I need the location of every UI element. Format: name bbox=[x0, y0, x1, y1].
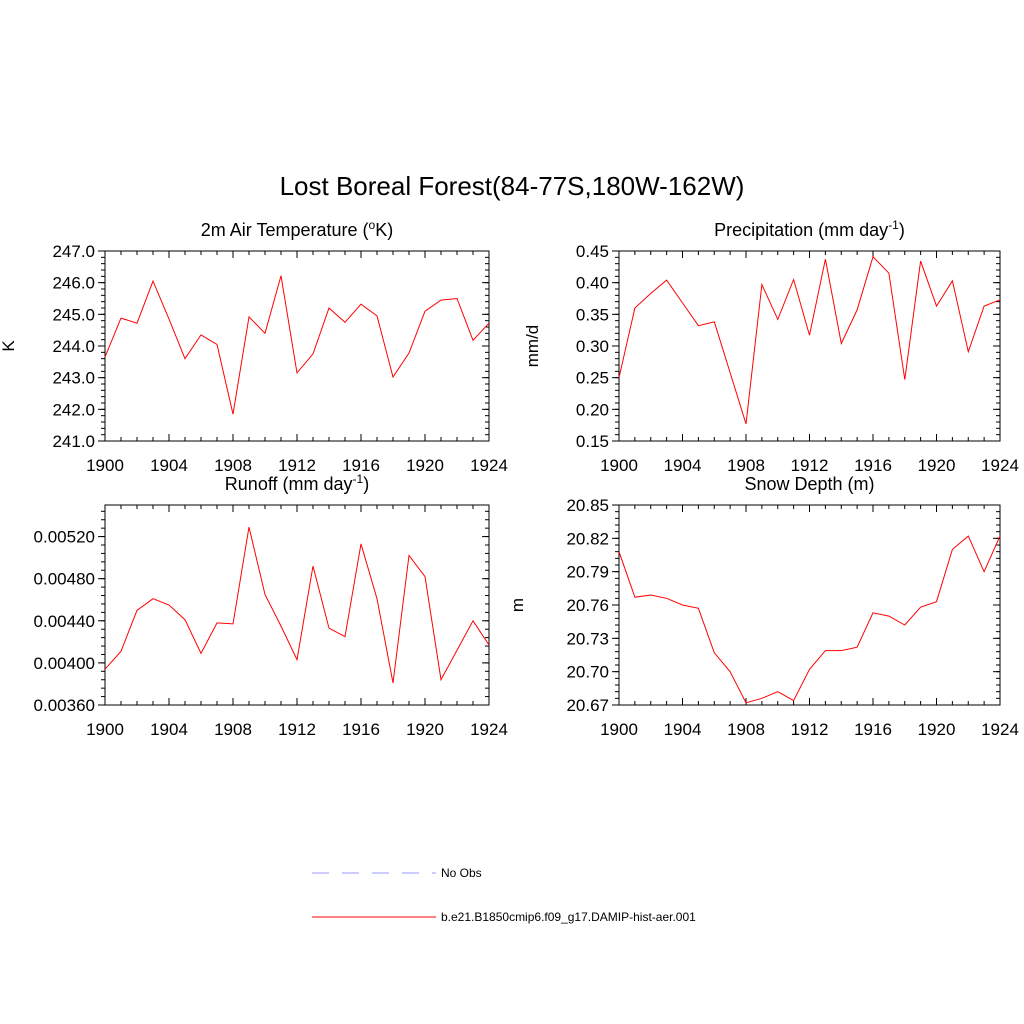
panel-temperature: 1900 1904 1908 1912 1916 1920 1924 241.0 242.0 24… bbox=[0, 218, 508, 475]
x-tick-label-temperature: 1924 bbox=[470, 456, 508, 475]
y-tick-label-precipitation: 0.45 bbox=[576, 242, 609, 261]
x-tick-label-precipitation: 1900 bbox=[600, 456, 638, 475]
y-tick-label-temperature: 244.0 bbox=[52, 337, 95, 356]
series-line-precipitation bbox=[618, 255, 1001, 425]
panel-title-tail: ) bbox=[899, 220, 905, 240]
x-tick-label-temperature: 1916 bbox=[342, 456, 380, 475]
legend: No Obs b.e21.B1850cmip6.f09_g17.DAMIP-hi… bbox=[312, 866, 696, 924]
y-tick-label-temperature: 242.0 bbox=[52, 400, 95, 419]
legend-label-no-obs: No Obs bbox=[441, 866, 482, 880]
x-tick-label-runoff: 1908 bbox=[214, 720, 252, 739]
x-tick-label-snow-depth: 1916 bbox=[854, 720, 892, 739]
y-tick-label-snow-depth: 20.82 bbox=[566, 529, 609, 548]
y-tick-label-temperature: 241.0 bbox=[52, 432, 95, 451]
x-tick-label-precipitation: 1916 bbox=[854, 456, 892, 475]
y-tick-label-precipitation: 0.40 bbox=[576, 274, 609, 293]
y-tick-label-runoff: 0.00440 bbox=[34, 612, 95, 631]
x-tick-label-temperature: 1908 bbox=[214, 456, 252, 475]
x-tick-label-snow-depth: 1900 bbox=[600, 720, 638, 739]
panel-title-superscript: -1 bbox=[353, 472, 364, 486]
panel-title-superscript: -1 bbox=[888, 218, 899, 232]
panel-title-superscript: o bbox=[369, 218, 376, 232]
panels: 1900 1904 1908 1912 1916 1920 1924 241.0 242.0 24… bbox=[0, 218, 1019, 739]
x-tick-label-temperature: 1900 bbox=[86, 456, 124, 475]
y-tick-label-precipitation: 0.25 bbox=[576, 369, 609, 388]
panel-precipitation: 1900 1904 1908 1912 1916 1920 1924 0.15 0.20 0.25… bbox=[523, 218, 1019, 475]
y-tick-label-precipitation: 0.15 bbox=[576, 432, 609, 451]
plot-frame-temperature bbox=[104, 250, 490, 442]
y-tick-label-snow-depth: 20.73 bbox=[566, 629, 609, 648]
x-tick-label-temperature: 1920 bbox=[406, 456, 444, 475]
x-tick-label-runoff: 1912 bbox=[278, 720, 316, 739]
x-tick-label-snow-depth: 1908 bbox=[727, 720, 765, 739]
y-axis-label-temperature: K bbox=[0, 340, 18, 352]
x-tick-label-precipitation: 1912 bbox=[791, 456, 829, 475]
x-tick-label-runoff: 1916 bbox=[342, 720, 380, 739]
panel-title-temperature: 2m Air Temperature (oK) bbox=[201, 218, 393, 240]
panel-title-runoff: Runoff (mm day-1) bbox=[225, 472, 369, 494]
x-tick-label-runoff: 1920 bbox=[406, 720, 444, 739]
panel-title-main: Runoff (mm day bbox=[225, 474, 353, 494]
y-tick-label-runoff: 0.00520 bbox=[34, 528, 95, 547]
legend-label-model: b.e21.B1850cmip6.f09_g17.DAMIP-hist-aer.… bbox=[441, 910, 696, 924]
y-tick-label-runoff: 0.00360 bbox=[34, 696, 95, 715]
plot-frame-snow-depth bbox=[618, 504, 1001, 706]
panel-snow-depth: 1900 1904 1908 1912 1916 1920 1924 20.67 20.70 20… bbox=[508, 474, 1019, 739]
y-tick-label-runoff: 0.00480 bbox=[34, 570, 95, 589]
y-axis-label-precipitation: mm/d bbox=[523, 325, 542, 368]
x-tick-label-precipitation: 1924 bbox=[981, 456, 1019, 475]
x-tick-label-precipitation: 1908 bbox=[727, 456, 765, 475]
panel-title-tail: K) bbox=[375, 220, 393, 240]
panel-title-tail: ) bbox=[363, 474, 369, 494]
y-tick-label-temperature: 246.0 bbox=[52, 274, 95, 293]
plot-frame-precipitation bbox=[618, 250, 1001, 442]
x-tick-label-temperature: 1912 bbox=[278, 456, 316, 475]
y-axis-label-snow-depth: m bbox=[508, 598, 527, 612]
panel-title-main: 2m Air Temperature ( bbox=[201, 220, 369, 240]
series-line-snow-depth bbox=[618, 535, 1001, 704]
panel-title-main: Precipitation (mm day bbox=[714, 220, 888, 240]
y-tick-label-precipitation: 0.20 bbox=[576, 400, 609, 419]
y-tick-label-temperature: 243.0 bbox=[52, 369, 95, 388]
y-tick-label-snow-depth: 20.70 bbox=[566, 663, 609, 682]
x-tick-label-snow-depth: 1920 bbox=[918, 720, 956, 739]
plot-frame-runoff bbox=[104, 504, 490, 706]
x-tick-label-precipitation: 1904 bbox=[664, 456, 702, 475]
y-tick-label-temperature: 247.0 bbox=[52, 242, 95, 261]
panel-title-snow-depth: Snow Depth (m) bbox=[744, 474, 874, 494]
panel-runoff: 1900 1904 1908 1912 1916 1920 1924 0.00360 0.004… bbox=[34, 472, 508, 739]
x-tick-label-runoff: 1900 bbox=[86, 720, 124, 739]
x-tick-label-snow-depth: 1904 bbox=[664, 720, 702, 739]
y-tick-label-snow-depth: 20.79 bbox=[566, 563, 609, 582]
series-line-runoff bbox=[104, 526, 490, 683]
y-tick-label-snow-depth: 20.67 bbox=[566, 696, 609, 715]
panel-title-precipitation: Precipitation (mm day-1) bbox=[714, 218, 905, 240]
x-tick-label-runoff: 1904 bbox=[150, 720, 188, 739]
x-tick-label-snow-depth: 1912 bbox=[791, 720, 829, 739]
x-tick-label-snow-depth: 1924 bbox=[981, 720, 1019, 739]
panel-title-main: Snow Depth (m) bbox=[744, 474, 874, 494]
x-tick-label-runoff: 1924 bbox=[470, 720, 508, 739]
main-title: Lost Boreal Forest(84-77S,180W-162W) bbox=[280, 171, 745, 201]
y-tick-label-precipitation: 0.30 bbox=[576, 337, 609, 356]
x-tick-label-temperature: 1904 bbox=[150, 456, 188, 475]
x-tick-label-precipitation: 1920 bbox=[918, 456, 956, 475]
y-tick-label-snow-depth: 20.76 bbox=[566, 596, 609, 615]
y-tick-label-precipitation: 0.35 bbox=[576, 305, 609, 324]
y-tick-label-snow-depth: 20.85 bbox=[566, 496, 609, 515]
series-line-temperature bbox=[104, 275, 490, 415]
y-tick-label-runoff: 0.00400 bbox=[34, 654, 95, 673]
y-tick-label-temperature: 245.0 bbox=[52, 305, 95, 324]
